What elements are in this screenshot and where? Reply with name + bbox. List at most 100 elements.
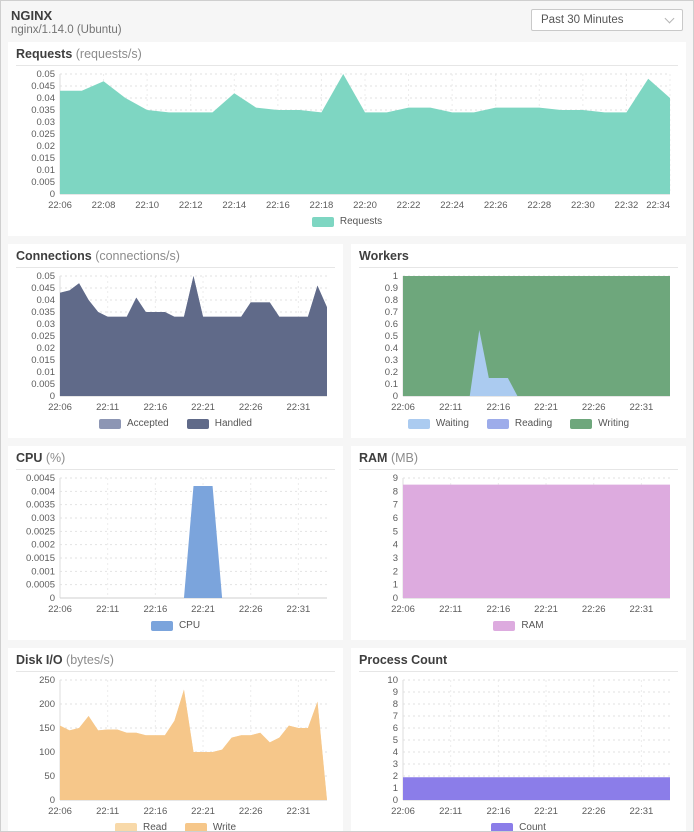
- svg-text:22:16: 22:16: [486, 604, 510, 615]
- cpu-chart[interactable]: 22:06 22:11 22:16 22:21 22:26 22:31 0 0.0005 0.0…: [16, 471, 335, 639]
- svg-text:0.025: 0.025: [31, 331, 55, 342]
- workers-panel: Workers 22:06 22:11 22:16 22:21 22:26 22:31 0 0…: [351, 244, 686, 439]
- svg-text:22:06: 22:06: [391, 806, 415, 817]
- legend-label: CPU: [178, 620, 201, 632]
- row-disk-process: Disk I/O (bytes/s) 22:06 22:11 22:16 22:21 2…: [8, 648, 686, 832]
- svg-text:0.9: 0.9: [385, 283, 398, 294]
- requests-title: Requests (requests/s): [16, 47, 678, 67]
- svg-text:0.0005: 0.0005: [26, 580, 55, 591]
- svg-text:0: 0: [50, 391, 55, 402]
- page-title: NGINX: [11, 8, 53, 23]
- svg-text:0.001: 0.001: [31, 566, 55, 577]
- disk-io-plot: 22:06 22:11 22:16 22:21 22:26 22:31 0 50 100 150 2…: [39, 675, 327, 817]
- svg-text:22:11: 22:11: [96, 402, 119, 413]
- svg-text:22:06: 22:06: [48, 806, 72, 817]
- svg-text:8: 8: [393, 486, 398, 497]
- svg-text:22:30: 22:30: [571, 200, 595, 211]
- legend-item[interactable]: Accepted: [99, 419, 169, 430]
- chart-title-text: RAM: [359, 451, 388, 466]
- ram-title: RAM (MB): [359, 451, 678, 471]
- process-count-chart[interactable]: 22:06 22:11 22:16 22:21 22:26 22:31 0 1 2 3 4 5 6 7 8 9…: [359, 673, 678, 832]
- svg-text:0.015: 0.015: [31, 153, 55, 164]
- legend-item[interactable]: Write: [184, 822, 237, 832]
- workers-plot: 22:06 22:11 22:16 22:21 22:26 22:31 00.10.20.3…: [385, 271, 670, 413]
- svg-text:0.01: 0.01: [37, 165, 56, 176]
- svg-text:22:10: 22:10: [135, 200, 159, 211]
- connections-chart[interactable]: 22:06 22:11 22:16 22:21 22:26 22:31 0 0.005 0.01…: [16, 269, 335, 437]
- workers-chart[interactable]: 22:06 22:11 22:16 22:21 22:26 22:31 0 0.1 0.2 0.3…: [359, 269, 678, 437]
- time-range-value: Past 30 Minutes: [541, 14, 624, 26]
- ram-panel: RAM (MB) 22:06 22:11 22:16 22:21 22:26 22:31 0…: [351, 446, 686, 641]
- svg-text:22:21: 22:21: [534, 402, 558, 413]
- svg-text:0.004: 0.004: [31, 486, 55, 497]
- requests-chart[interactable]: 22:06 22:08 22:10 22:12 22:14 22:16 22:18 22:20…: [16, 67, 678, 235]
- process-count-legend: Count: [359, 819, 678, 832]
- svg-text:0.02: 0.02: [37, 343, 56, 354]
- disk-io-panel: Disk I/O (bytes/s) 22:06 22:11 22:16 22:21 2…: [8, 648, 343, 832]
- disk-io-chart[interactable]: 22:06 22:11 22:16 22:21 22:26 22:31 0 50 100 150 2…: [16, 673, 335, 832]
- legend-swatch: [486, 419, 509, 430]
- svg-text:0.035: 0.035: [31, 105, 55, 116]
- legend-item[interactable]: Handled: [186, 418, 252, 430]
- svg-text:0: 0: [50, 189, 55, 200]
- chart-title-text: Workers: [359, 249, 409, 264]
- svg-text:22:26: 22:26: [239, 402, 263, 413]
- legend-item[interactable]: Requests: [311, 217, 382, 228]
- svg-text:0: 0: [393, 795, 398, 806]
- legend-swatch: [311, 217, 334, 228]
- svg-text:0.035: 0.035: [31, 307, 55, 318]
- chart-title-text: Process Count: [359, 653, 448, 668]
- svg-text:22:16: 22:16: [143, 806, 167, 817]
- svg-text:22:16: 22:16: [143, 604, 167, 615]
- svg-text:22:21: 22:21: [534, 604, 558, 615]
- svg-text:3: 3: [393, 759, 398, 770]
- svg-text:22:06: 22:06: [48, 402, 72, 413]
- svg-text:5: 5: [393, 735, 398, 746]
- connections-plot: 22:06 22:11 22:16 22:21 22:26 22:3100.0050.01…: [31, 271, 327, 413]
- svg-text:22:06: 22:06: [48, 604, 72, 615]
- svg-text:10: 10: [387, 675, 398, 686]
- legend-item[interactable]: Count: [491, 822, 546, 832]
- legend-item[interactable]: Read: [114, 822, 167, 832]
- chevron-down-icon: [664, 13, 675, 24]
- svg-text:22:31: 22:31: [630, 402, 654, 413]
- row-connections-workers: Connections (connections/s) 22:06 22:11 22…: [8, 244, 686, 446]
- svg-text:22:26: 22:26: [582, 604, 606, 615]
- svg-text:0: 0: [393, 593, 398, 604]
- svg-text:4: 4: [393, 747, 398, 758]
- page-subtitle: nginx/1.14.0 (Ubuntu): [11, 24, 122, 37]
- legend-label: Count: [519, 822, 546, 832]
- svg-text:1: 1: [393, 580, 398, 591]
- header-titles: NGINX nginx/1.14.0 (Ubuntu): [11, 8, 122, 38]
- legend-label: Read: [142, 822, 167, 832]
- svg-text:0: 0: [50, 593, 55, 604]
- legend-label: Write: [212, 822, 237, 832]
- legend-item[interactable]: Waiting: [407, 419, 469, 430]
- svg-text:22:31: 22:31: [287, 402, 311, 413]
- legend-item[interactable]: RAM: [493, 621, 544, 632]
- ram-chart[interactable]: 22:06 22:11 22:16 22:21 22:26 22:31 0 1 2 3 4 5 6 7 8 9…: [359, 471, 678, 639]
- legend-item[interactable]: Writing: [570, 419, 629, 430]
- svg-text:250: 250: [39, 675, 55, 686]
- cpu-plot: 22:06 22:11 22:16 22:21 22:26 22:31 0 0.0005 0.0…: [26, 473, 327, 615]
- svg-text:22:28: 22:28: [527, 200, 551, 211]
- legend-item[interactable]: CPU: [150, 620, 201, 632]
- svg-text:6: 6: [393, 513, 398, 524]
- svg-text:0.7: 0.7: [385, 307, 398, 318]
- svg-text:3: 3: [393, 553, 398, 564]
- svg-text:22:34: 22:34: [646, 200, 670, 211]
- time-range-select[interactable]: Past 30 Minutes: [531, 9, 683, 31]
- svg-text:150: 150: [39, 723, 55, 734]
- svg-text:0.05: 0.05: [37, 69, 56, 80]
- legend-swatch: [186, 419, 209, 430]
- svg-text:0.0035: 0.0035: [26, 500, 55, 511]
- chart-unit-text: (bytes/s): [66, 653, 114, 668]
- legend-label: Handled: [214, 418, 252, 430]
- legend-item[interactable]: Reading: [486, 419, 552, 430]
- svg-text:4: 4: [393, 540, 398, 551]
- ram-legend: RAM: [359, 617, 678, 639]
- svg-text:100: 100: [39, 747, 55, 758]
- charts-content: Requests (requests/s) 22:06 22:08 22:10 22:…: [1, 42, 693, 832]
- chart-unit-text: (requests/s): [75, 47, 142, 62]
